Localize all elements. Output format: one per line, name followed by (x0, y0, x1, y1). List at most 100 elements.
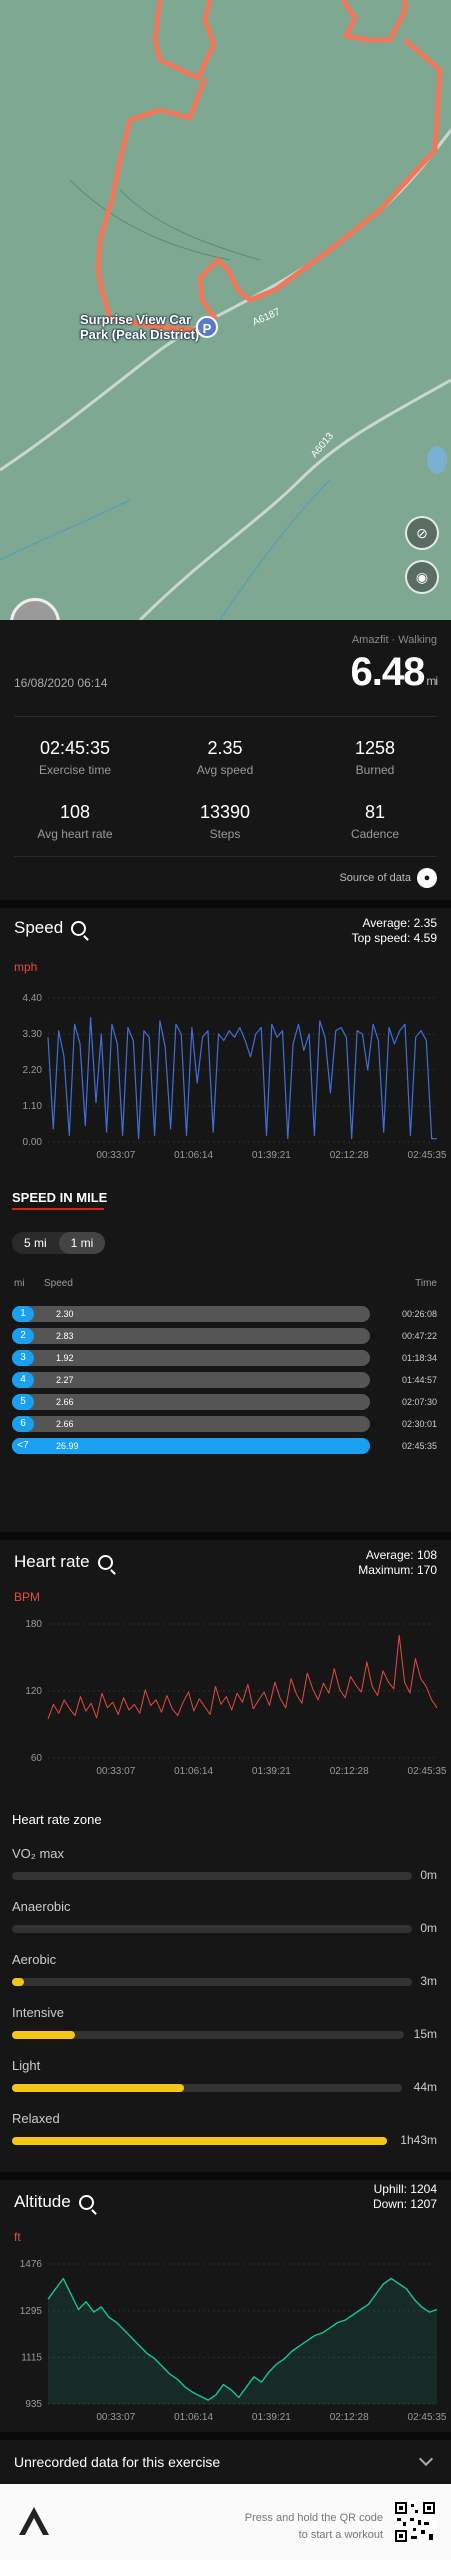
divider (14, 716, 437, 717)
segment-1mi[interactable]: 1 mi (58, 1232, 106, 1254)
y-tick-label: 1.10 (23, 1101, 43, 1112)
source-of-data[interactable]: Source of data ● (339, 868, 437, 888)
zone-bar (12, 1872, 412, 1880)
altitude-unit: ft (14, 2230, 21, 2244)
divider (14, 856, 437, 857)
y-tick-label: 935 (25, 2399, 42, 2410)
zone-value: 15m (413, 2027, 437, 2041)
x-tick-label: 02:45:35 (408, 1766, 447, 1777)
x-tick-label: 01:39:21 (252, 1150, 291, 1161)
stat-avg-heart-rate: 108 Avg heart rate (37, 802, 113, 841)
x-tick-label: 00:33:07 (96, 1766, 135, 1777)
qr-code-icon[interactable] (393, 2500, 437, 2544)
x-tick-label: 02:12:28 (330, 1766, 369, 1777)
mile-row[interactable]: 2 2.83 (12, 1328, 370, 1344)
zoom-icon[interactable] (71, 920, 87, 936)
stat-burned: 1258 Burned (354, 738, 396, 777)
unrecorded-row[interactable]: Unrecorded data for this exercise (0, 2440, 451, 2484)
summary-card: Amazfit · Walking 6.48 mi 16/08/2020 06:1… (0, 620, 451, 900)
stat-exercise-time: 02:45:35 Exercise time (38, 738, 112, 777)
zone-bar (12, 2084, 402, 2092)
zone-label: Intensive (12, 2005, 65, 2020)
route-map[interactable]: Surprise View Car Park (Peak District) P… (0, 0, 451, 620)
y-tick-label: 3.30 (23, 1029, 43, 1040)
y-tick-label: 60 (31, 1753, 43, 1764)
mile-row[interactable]: 1 2.30 (12, 1306, 370, 1322)
speed-title: Speed (14, 918, 87, 938)
y-tick-label: 180 (25, 1619, 42, 1630)
speed-panel: Speed Average: 2.35 Top speed: 4.59 mph 0… (0, 908, 451, 1532)
zone-bar (12, 1925, 412, 1933)
zone-fill (12, 1978, 24, 1986)
column-mi: mi (14, 1278, 25, 1289)
stat-avg-speed: 2.35 Avg speed (196, 738, 254, 777)
heart-rate-summary: Average: 108 Maximum: 170 (358, 1548, 437, 1577)
y-tick-label: 1476 (20, 2259, 43, 2270)
mile-row[interactable]: 6 2.66 (12, 1416, 370, 1432)
zone-label: Light (12, 2058, 41, 2073)
mile-row[interactable]: 4 2.27 (12, 1372, 370, 1388)
heart-rate-title: Heart rate (14, 1552, 113, 1572)
map-off-icon[interactable]: ⊘ (405, 516, 439, 550)
mile-speed: 26.99 (56, 1441, 79, 1451)
mile-index: <7 (12, 1438, 34, 1454)
unrecorded-label: Unrecorded data for this exercise (14, 2454, 221, 2470)
amazfit-logo-icon (19, 2507, 49, 2535)
x-tick-label: 01:06:14 (174, 1766, 213, 1777)
mile-speed: 1.92 (56, 1353, 74, 1363)
workout-date: 16/08/2020 06:14 (14, 676, 108, 690)
mile-index: 6 (12, 1416, 34, 1432)
zoom-icon[interactable] (78, 2194, 94, 2210)
map-canvas (0, 0, 451, 620)
mile-time: 01:18:34 (401, 1353, 437, 1363)
mile-index: 1 (12, 1306, 34, 1322)
y-tick-label: 1295 (20, 2306, 43, 2317)
x-tick-label: 02:12:28 (330, 1150, 369, 1161)
device-label: Amazfit · Walking (351, 634, 437, 646)
heart-rate-chart[interactable]: 60 120 180 00:33:07 01:06:14 01:39:21 02:12:28… (0, 1612, 451, 1782)
eye-icon[interactable]: ◉ (405, 560, 439, 594)
mile-time: 00:47:22 (401, 1331, 437, 1341)
heart-rate-unit: BPM (14, 1590, 41, 1604)
zone-label: Anaerobic (12, 1899, 71, 1914)
zone-label: Relaxed (12, 2111, 60, 2126)
place-label: Surprise View Car Park (Peak District) (80, 312, 200, 342)
parking-pin: P (196, 316, 218, 338)
y-tick-label: 4.40 (23, 993, 43, 1004)
zone-bar (12, 2031, 404, 2039)
speed-chart[interactable]: 0.00 1.10 2.20 3.30 4.40 00:33:07 01:06:14 01:3… (0, 986, 451, 1166)
column-time: Time (415, 1278, 437, 1289)
y-tick-label: 2.20 (23, 1065, 43, 1076)
zone-fill (12, 2084, 184, 2092)
chevron-down-icon[interactable] (418, 2451, 434, 2467)
altitude-chart[interactable]: 935 1115 1295 1476 00:33:07 01:06:14 01:39:21 0… (0, 2252, 451, 2428)
distance-segment-toggle[interactable]: 5 mi 1 mi (12, 1232, 106, 1254)
zone-value: 44m (413, 2080, 437, 2094)
zone-fill (12, 2031, 75, 2039)
series-line (47, 1017, 437, 1140)
mile-speed: 2.30 (56, 1309, 74, 1319)
mile-row[interactable]: <7 26.99 (12, 1438, 370, 1454)
mile-speed: 2.66 (56, 1397, 74, 1407)
speed-in-mile-title: SPEED IN MILE (12, 1190, 108, 1205)
mile-index: 5 (12, 1394, 34, 1410)
series-line (47, 1634, 438, 1720)
zone-label: VO₂ max (12, 1846, 64, 1861)
mile-speed-fill (12, 1438, 370, 1454)
y-tick-label: 1115 (21, 2352, 42, 2363)
altitude-panel: Altitude Uphill: 1204 Down: 1207 ft 935 11… (0, 2180, 451, 2432)
mile-time: 02:45:35 (401, 1441, 437, 1451)
zoom-icon[interactable] (97, 1554, 113, 1570)
segment-5mi[interactable]: 5 mi (24, 1236, 47, 1250)
mile-index: 4 (12, 1372, 34, 1388)
mile-speed: 2.27 (56, 1375, 74, 1385)
mile-index: 2 (12, 1328, 34, 1344)
zone-value: 0m (420, 1868, 437, 1882)
footer: Press and hold the QR code to start a wor… (0, 2484, 451, 2560)
mile-time: 02:30:01 (401, 1419, 437, 1429)
x-tick-label: 02:45:35 (408, 1150, 447, 1161)
x-tick-label: 02:12:28 (330, 2412, 369, 2423)
qr-instructions: Press and hold the QR code to start a wor… (244, 2512, 383, 2541)
mile-row[interactable]: 5 2.66 (12, 1394, 370, 1410)
mile-row[interactable]: 3 1.92 (12, 1350, 370, 1366)
